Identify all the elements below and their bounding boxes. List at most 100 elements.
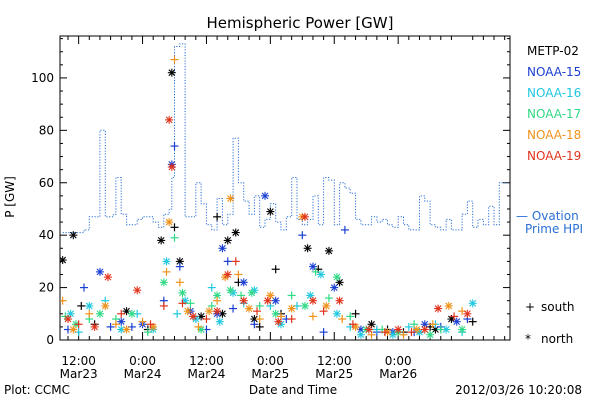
south-point-noaa-17 (143, 328, 152, 337)
north-point-noaa-19 (364, 325, 373, 334)
south-point-noaa-18 (428, 320, 437, 329)
ovation-prime-hpi-line (62, 43, 508, 234)
north-point-noaa-16 (215, 317, 224, 326)
north-point-noaa-15 (117, 317, 126, 326)
star-d2 (133, 286, 141, 294)
star-d2 (421, 320, 429, 328)
south-point-noaa-19 (319, 307, 328, 316)
north-point-noaa-17 (159, 278, 168, 287)
star-d2 (224, 237, 232, 244)
star-d2 (181, 297, 189, 305)
chart-title: Hemispheric Power [GW] (207, 14, 394, 32)
south-point-noaa-19 (348, 320, 357, 329)
star-d2 (227, 195, 234, 202)
star-d2 (336, 297, 343, 305)
south-point-noaa-18 (255, 315, 264, 324)
north-point-metp-02 (303, 244, 312, 253)
y-tick-label: 100 (31, 71, 54, 85)
south-point-noaa-18 (213, 296, 222, 305)
south-point-noaa-16 (207, 283, 216, 292)
star-d2 (453, 318, 461, 326)
north-point-noaa-19 (263, 296, 272, 305)
star-d2 (128, 310, 136, 318)
star-d2 (60, 256, 67, 264)
north-point-noaa-16 (468, 299, 477, 308)
star-d2 (240, 278, 248, 286)
south-point-noaa-19 (74, 320, 83, 329)
y-axis-label: P [GW] (3, 176, 17, 218)
star-d2 (69, 326, 77, 333)
star-d2 (301, 213, 309, 221)
north-point-metp-02 (122, 307, 131, 316)
south-point-noaa-18 (111, 320, 120, 329)
north-point-noaa-15 (261, 191, 270, 200)
south-point-noaa-19 (287, 315, 296, 324)
ovation-line-group (62, 43, 508, 234)
north-point-noaa-17 (271, 309, 280, 318)
south-point-metp-02 (170, 223, 179, 232)
star-d2 (165, 116, 173, 124)
south-point-noaa-18 (162, 267, 171, 276)
north-point-noaa-19 (335, 296, 344, 305)
y-tick-label: 60 (39, 176, 54, 190)
north-point-noaa-19 (165, 115, 174, 124)
star-d2 (264, 297, 272, 305)
x-tick-label-date: Mar26 (379, 367, 417, 381)
south-point-noaa-15 (106, 322, 115, 331)
star-d2 (189, 313, 197, 320)
north-point-noaa-16 (332, 309, 341, 318)
north-point-noaa-16 (66, 309, 75, 318)
south-point-noaa-18 (60, 296, 67, 305)
x-tick-label-time: 0:00 (385, 354, 412, 368)
star-d2 (157, 237, 165, 244)
south-point-metp-02 (255, 322, 264, 331)
star-d2 (301, 302, 309, 310)
data-points-group (60, 55, 477, 339)
y-tick-label: 80 (39, 123, 54, 137)
star-d2 (91, 323, 99, 331)
north-point-noaa-16 (85, 301, 94, 310)
north-point-noaa-19 (300, 212, 309, 221)
star-d2 (288, 305, 296, 312)
north-point-noaa-17 (127, 309, 136, 318)
south-symbol: + (525, 300, 535, 314)
star-d2 (261, 192, 269, 200)
north-point-noaa-17 (247, 288, 256, 297)
north-point-noaa-19 (63, 315, 72, 324)
north-point-noaa-19 (223, 270, 232, 279)
star-d2 (168, 69, 176, 77)
x-tick-label-date: Mar25 (251, 367, 289, 381)
ovation-legend-line1: — Ovation (516, 209, 579, 223)
north-symbol: * (525, 332, 531, 346)
star-d2 (240, 297, 248, 305)
north-point-noaa-17 (332, 273, 341, 282)
star-d2 (123, 326, 130, 333)
star-d2 (216, 318, 224, 326)
ovation-legend-label: — Ovation Prime HPI (516, 209, 583, 236)
south-point-noaa-15 (229, 304, 238, 313)
south-point-noaa-17 (170, 233, 179, 242)
legend: METP-02 NOAA-15 NOAA-16 NOAA-17 NOAA-18 NOAA-… (527, 44, 581, 163)
star-d2 (160, 278, 168, 286)
north-point-noaa-15 (271, 296, 280, 305)
star-d2 (197, 326, 205, 333)
x-tick-label-date: Mar23 (60, 367, 98, 381)
north-point-metp-02 (69, 231, 78, 240)
south-point-noaa-15 (340, 225, 349, 234)
north-point-noaa-19 (434, 304, 443, 313)
star-d2 (306, 292, 314, 299)
symbol-legend: + south * north (525, 300, 575, 346)
north-point-noaa-16 (316, 270, 325, 279)
north-point-noaa-19 (394, 325, 403, 334)
south-point-noaa-18 (234, 270, 243, 279)
star-d2 (333, 273, 341, 281)
x-tick-label-time: 0:00 (129, 354, 156, 368)
south-point-metp-02 (213, 212, 222, 221)
star-d2 (101, 302, 109, 310)
x-tick-label-date: Mar24 (124, 367, 162, 381)
south-point-noaa-19 (159, 301, 168, 310)
north-point-noaa-18 (322, 301, 331, 310)
south-point-noaa-17 (255, 301, 264, 310)
